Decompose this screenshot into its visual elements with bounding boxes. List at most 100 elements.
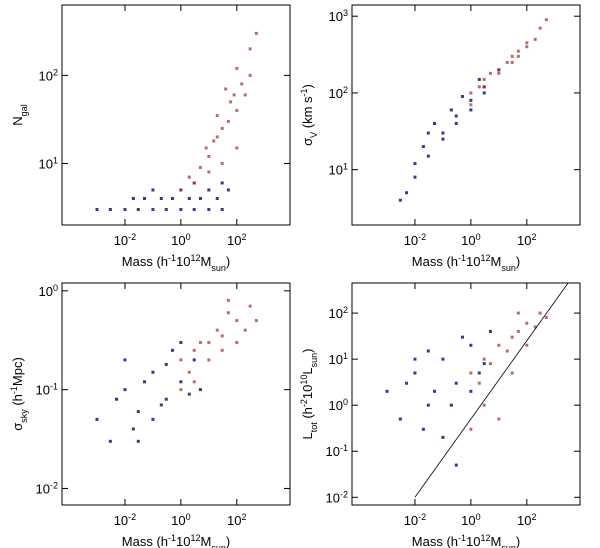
point	[441, 435, 445, 439]
point	[226, 119, 230, 123]
label-part: )	[516, 534, 520, 548]
x-tick-label: 102	[517, 512, 536, 528]
point	[198, 340, 202, 344]
x-tick-label: 10-2	[114, 232, 136, 248]
reference-line	[414, 283, 569, 498]
point	[220, 207, 224, 211]
tick-base: 10	[39, 284, 53, 299]
label-part: -1	[299, 88, 309, 96]
label-part: Mass (h	[122, 254, 168, 269]
point	[454, 381, 458, 385]
y-tick-label: 10-2	[36, 480, 58, 496]
label-part: σ	[10, 423, 25, 431]
point	[224, 87, 228, 91]
label-part: sun	[211, 263, 226, 273]
point	[232, 93, 236, 97]
point	[525, 321, 529, 325]
x-axis-label: Mass (h-11012Msun)	[122, 253, 230, 273]
tick-exp: -2	[128, 512, 136, 522]
point	[179, 340, 183, 344]
point	[477, 77, 481, 81]
point	[482, 91, 486, 95]
y-axis-label: Ltot (h-21010Lsun)	[299, 348, 319, 439]
point	[220, 161, 224, 165]
point	[215, 135, 219, 139]
point	[179, 188, 183, 192]
point	[108, 207, 112, 211]
point	[454, 114, 458, 118]
point	[254, 31, 258, 35]
label-part: (h	[10, 394, 25, 409]
tick-base: 10	[329, 163, 343, 178]
label-part: -2	[299, 399, 309, 407]
point	[488, 362, 492, 366]
tick-base: 10	[517, 233, 531, 248]
point	[544, 18, 548, 22]
point	[525, 41, 529, 45]
tick-exp: -2	[418, 232, 426, 242]
point	[469, 103, 473, 107]
plot-frame	[351, 282, 581, 506]
y-tick-label: 10-2	[326, 489, 348, 505]
point	[413, 371, 417, 375]
point	[151, 188, 155, 192]
point	[421, 427, 425, 431]
x-axis-label: Mass (h-11012Msun)	[412, 533, 520, 548]
point	[248, 304, 252, 308]
point	[151, 370, 155, 374]
x-tick-label: 10-2	[404, 232, 426, 248]
point	[151, 417, 155, 421]
tick-base: 10	[329, 9, 343, 24]
y-tick-label: 102	[39, 67, 58, 83]
tick-base: 10	[461, 513, 475, 528]
point	[215, 114, 219, 118]
point	[516, 49, 520, 53]
label-part: N	[10, 116, 25, 125]
point	[187, 196, 191, 200]
label-part: M	[201, 254, 212, 269]
y-tick-label: 10-1	[36, 382, 58, 398]
point	[497, 417, 501, 421]
tick-base: 10	[39, 68, 53, 83]
tick-base: 10	[326, 444, 340, 459]
point	[432, 389, 436, 393]
label-part: -1	[168, 253, 176, 263]
point	[525, 45, 529, 49]
x-tick-label: 10-2	[114, 512, 136, 528]
point	[235, 108, 239, 112]
y-tick-label: 10-1	[326, 443, 348, 459]
y-tick-label: 101	[329, 351, 348, 367]
point	[198, 388, 202, 392]
tick-exp: 1	[53, 155, 58, 165]
tick-base: 10	[227, 233, 241, 248]
x-tick-label: 102	[227, 232, 246, 248]
point	[207, 170, 211, 174]
label-part: tot	[309, 422, 319, 433]
point	[426, 349, 430, 353]
point	[215, 196, 219, 200]
tick-base: 10	[114, 513, 128, 528]
tick-base: 10	[329, 306, 343, 321]
label-part: )	[300, 348, 315, 352]
point	[123, 358, 127, 362]
label-part: )	[300, 84, 315, 88]
point	[235, 66, 239, 70]
tick-base: 10	[36, 481, 50, 496]
point	[136, 207, 140, 211]
label-part: )	[226, 254, 230, 269]
point	[469, 427, 473, 431]
point	[544, 316, 548, 320]
point	[488, 71, 492, 75]
point	[533, 37, 537, 41]
point	[477, 371, 481, 375]
tick-base: 10	[329, 398, 343, 413]
label-part: )	[516, 254, 520, 269]
x-tick-label: 102	[227, 512, 246, 528]
point	[220, 126, 224, 130]
point	[248, 73, 252, 77]
tick-base: 10	[39, 156, 53, 171]
tick-base: 10	[171, 513, 185, 528]
y-tick-label: 103	[329, 8, 348, 24]
point	[497, 68, 501, 72]
point	[207, 207, 211, 211]
